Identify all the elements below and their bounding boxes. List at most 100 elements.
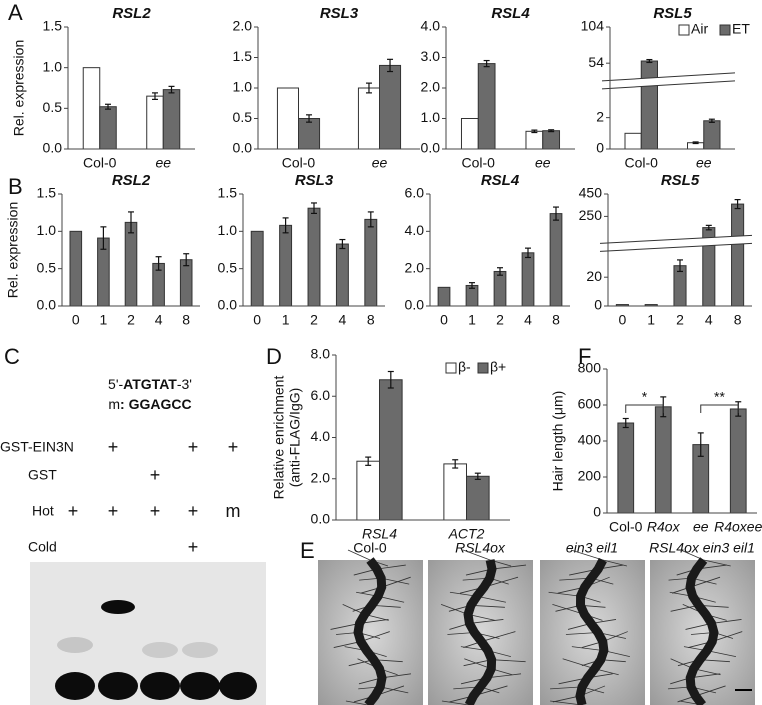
error-bar bbox=[497, 267, 503, 276]
root-hair bbox=[491, 564, 527, 570]
gel-lane-mark: + bbox=[150, 501, 161, 521]
error-bar bbox=[387, 58, 394, 73]
y-tick-label: 6.0 bbox=[405, 185, 425, 201]
bar bbox=[364, 218, 378, 307]
panel-label: E bbox=[300, 538, 315, 563]
gel-row-label: Hot bbox=[32, 503, 54, 519]
root-hair bbox=[711, 619, 742, 624]
y-tick-label: 0.5 bbox=[37, 259, 57, 275]
bar bbox=[124, 221, 138, 307]
error-bar bbox=[734, 199, 741, 210]
y-tick-label: 0.0 bbox=[421, 140, 441, 156]
error-bar bbox=[282, 217, 289, 234]
y-tick-label: 4.0 bbox=[311, 428, 331, 444]
root-hair bbox=[463, 659, 492, 667]
x-tick-label: Col-0 bbox=[609, 519, 643, 535]
y-tick-label: 0 bbox=[594, 297, 602, 313]
error-bar bbox=[183, 253, 190, 267]
y-tick-label: 1.0 bbox=[218, 222, 238, 238]
chart-title: RSL2 bbox=[112, 172, 151, 189]
probe: 5'-ATGTAT-3' bbox=[108, 376, 192, 392]
bar bbox=[146, 95, 164, 150]
axis-break bbox=[602, 72, 735, 89]
legend-swatch bbox=[445, 362, 457, 374]
root-hair bbox=[712, 631, 743, 642]
chart-title: RSL4 bbox=[491, 5, 530, 22]
significance-bracket bbox=[625, 404, 664, 413]
root-hair bbox=[562, 658, 595, 670]
y-tick-label: 600 bbox=[578, 396, 602, 412]
y-tick-label: 0.5 bbox=[218, 259, 238, 275]
y-axis-title: Hair length (μm) bbox=[550, 391, 566, 492]
panel-label: A bbox=[8, 0, 23, 25]
gel-row-label: GST-EIN3N bbox=[0, 439, 74, 455]
y-tick-label: 0 bbox=[593, 504, 601, 520]
image-label: RSL4ox ein3 eil1 bbox=[649, 540, 755, 556]
gel-lane-mark: + bbox=[150, 465, 161, 485]
bar bbox=[703, 120, 721, 150]
error-bar bbox=[306, 114, 313, 123]
error-bar bbox=[474, 472, 481, 480]
y-tick-label: 3.0 bbox=[421, 48, 441, 64]
bar bbox=[521, 252, 535, 307]
error-bar bbox=[105, 103, 112, 110]
bar bbox=[437, 286, 451, 307]
gel-row-label: Cold bbox=[28, 539, 57, 555]
root-hair bbox=[491, 659, 526, 663]
y-tick-label: 104 bbox=[581, 18, 605, 34]
root bbox=[685, 557, 719, 705]
root-hair bbox=[440, 603, 469, 615]
y-tick-label: 0.5 bbox=[43, 99, 63, 115]
bar bbox=[460, 118, 479, 150]
root bbox=[463, 559, 497, 705]
bar bbox=[335, 243, 349, 307]
y-tick-label: 1.5 bbox=[218, 185, 238, 201]
legend-label: β- bbox=[458, 359, 471, 375]
y-tick-label: 4.0 bbox=[421, 18, 441, 34]
root-image bbox=[650, 560, 755, 705]
y-tick-label: 2.0 bbox=[233, 18, 253, 34]
bar bbox=[624, 132, 642, 150]
gel-lane-mark: + bbox=[108, 437, 119, 457]
error-bar bbox=[365, 456, 372, 466]
error-bar bbox=[622, 417, 629, 429]
legend-swatch bbox=[719, 24, 731, 36]
x-tick-label: 0 bbox=[619, 312, 627, 328]
x-tick-label: ee bbox=[155, 155, 171, 171]
error-bar bbox=[705, 224, 712, 231]
significance-label: * bbox=[642, 389, 648, 405]
root-hair bbox=[381, 577, 410, 585]
axis-break bbox=[600, 235, 752, 252]
panel-label: F bbox=[578, 344, 591, 369]
legend-swatch bbox=[678, 24, 690, 36]
bar bbox=[525, 130, 544, 150]
x-tick-label: ee bbox=[696, 155, 712, 171]
bar bbox=[179, 259, 193, 307]
root-hair bbox=[347, 549, 371, 561]
root-hair bbox=[345, 700, 368, 705]
gel-row-label: GST bbox=[28, 467, 57, 483]
y-tick-label: 0.0 bbox=[405, 297, 425, 313]
y-tick-label: 0.0 bbox=[233, 140, 253, 156]
root-hair bbox=[441, 700, 469, 705]
bar bbox=[82, 67, 101, 150]
legend-label: Air bbox=[691, 21, 708, 37]
chart-title: RSL4 bbox=[481, 172, 520, 189]
gel-lane-mark: + bbox=[228, 437, 239, 457]
error-bar bbox=[387, 370, 394, 389]
y-axis-title: Rel. expression bbox=[11, 40, 27, 137]
bar bbox=[549, 213, 563, 307]
bar bbox=[99, 106, 117, 150]
y-tick-label: 800 bbox=[578, 360, 602, 376]
x-tick-label: Col-0 bbox=[462, 155, 496, 171]
error-bar bbox=[339, 238, 346, 250]
bar bbox=[443, 463, 468, 521]
y-tick-label: 1.0 bbox=[37, 222, 57, 238]
gel-lane-mark: + bbox=[108, 501, 119, 521]
y-tick-label: 0.0 bbox=[43, 140, 63, 156]
y-tick-label: 20 bbox=[586, 268, 602, 284]
chart-title: RSL3 bbox=[295, 172, 334, 189]
error-bar bbox=[677, 259, 683, 273]
x-tick-label: 0 bbox=[440, 312, 448, 328]
x-tick-label: 8 bbox=[734, 312, 742, 328]
